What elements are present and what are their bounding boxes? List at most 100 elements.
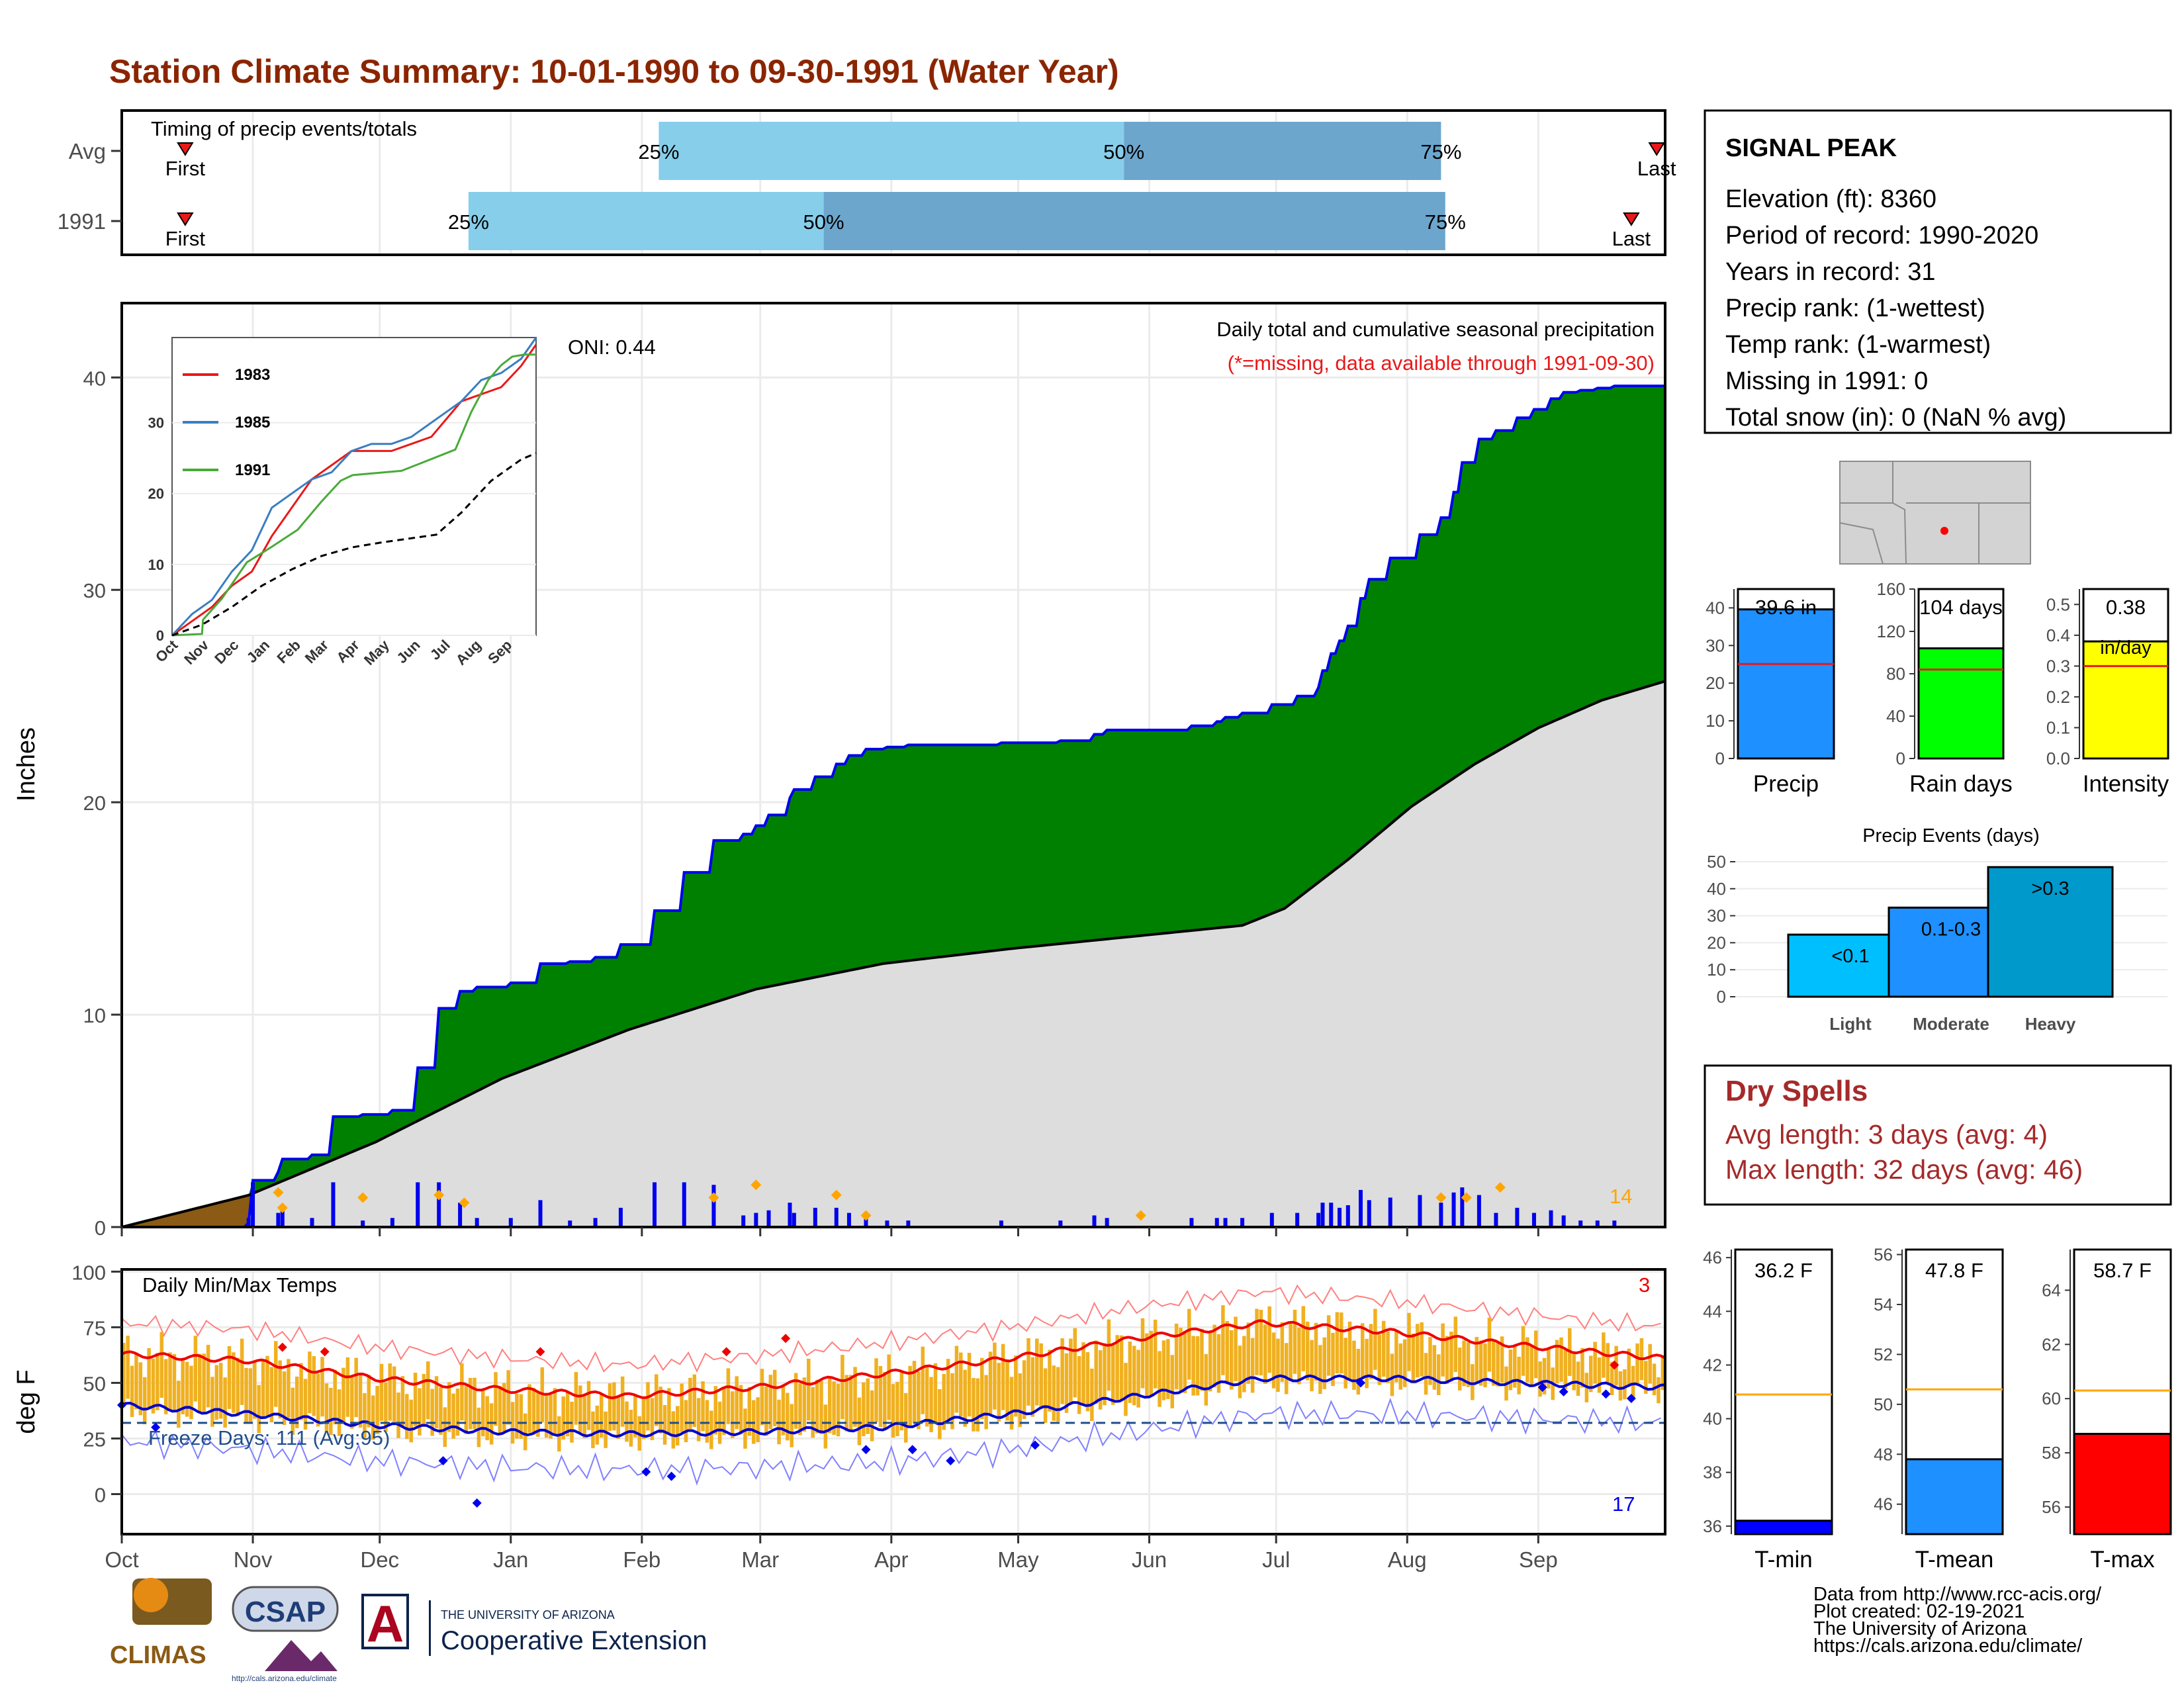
daily-temp-range <box>177 1381 181 1428</box>
station-line-missing: Missing in 1991: 0 <box>1725 367 1928 395</box>
daily-precip-bar <box>754 1212 758 1227</box>
daily-precip-bar <box>1269 1212 1274 1227</box>
daily-temp-range <box>1005 1361 1009 1421</box>
month-label-jul: Jul <box>1262 1547 1290 1572</box>
daily-precip-bar <box>711 1185 716 1227</box>
daily-temp-range <box>967 1353 972 1417</box>
stats-tick-label: 0.5 <box>2046 594 2070 614</box>
daily-temp-range <box>1398 1343 1402 1390</box>
daily-temp-range <box>324 1383 329 1433</box>
daily-temp-range <box>1170 1355 1174 1408</box>
daily-temp-range <box>312 1356 316 1416</box>
daily-temp-range <box>747 1387 752 1436</box>
daily-temp-range <box>895 1381 899 1436</box>
station-info-box: SIGNAL PEAK Elevation (ft): 8360 Period … <box>1704 109 2172 434</box>
temp-bar-tick-label: 62 <box>2042 1334 2061 1354</box>
station-line-temp-rank: Temp rank: (1-warmest) <box>1725 331 1991 359</box>
stats-value-label: 39.6 in <box>1755 596 1817 619</box>
daily-temp-range <box>878 1365 883 1428</box>
daily-temp-range <box>950 1373 954 1430</box>
temp-bar-tick-label: 38 <box>1703 1463 1722 1483</box>
daily-temp-range <box>629 1409 633 1447</box>
daily-temp-range <box>1492 1341 1496 1386</box>
daily-temp-range <box>811 1387 815 1438</box>
precip-events-chart: Precip Events (days) 0 10 20 30 40 50 <0.1 Ligh… <box>1707 825 2167 1034</box>
timing-row-0-p50_label: 50% <box>1103 140 1144 163</box>
daily-temp-range <box>1204 1353 1208 1406</box>
daily-temp-range <box>430 1389 434 1436</box>
daily-temp-range <box>1187 1308 1191 1380</box>
precip-areas <box>121 385 1666 1228</box>
daily-temp-range <box>582 1394 586 1439</box>
timing-row-1-p50_label: 50% <box>803 210 844 234</box>
daily-precip-bar <box>508 1218 513 1227</box>
temp-heading: Daily Min/Max Temps <box>142 1273 337 1297</box>
daily-temp-range <box>1652 1363 1657 1396</box>
daily-temp-range <box>1331 1332 1335 1387</box>
daily-temp-range <box>1453 1316 1458 1373</box>
daily-temp-range <box>261 1361 265 1419</box>
daily-temp-range <box>1512 1345 1517 1388</box>
stats-bar-precip <box>1737 608 1835 760</box>
heavy-precip-marker <box>433 1189 445 1201</box>
daily-temp-range <box>185 1361 189 1417</box>
record-low-marker <box>438 1456 448 1466</box>
daily-temp-range <box>1018 1373 1022 1428</box>
daily-temp-range <box>819 1381 823 1435</box>
footer-credits: Data from http://www.rcc-acis.org/ Plot … <box>1813 1584 2102 1657</box>
daily-temp-range <box>337 1389 341 1436</box>
inset-y-label: 20 <box>148 486 164 502</box>
daily-temp-range <box>278 1360 282 1419</box>
events-tick-label: 40 <box>1707 879 1726 899</box>
daily-precip-bar <box>1058 1220 1063 1227</box>
daily-temp-range <box>655 1374 659 1426</box>
daily-temp-range <box>350 1377 354 1429</box>
daily-temp-range <box>696 1398 701 1441</box>
month-label-sep: Sep <box>1519 1547 1558 1572</box>
daily-temp-range <box>413 1373 418 1426</box>
daily-precip-bar <box>792 1212 796 1227</box>
daily-temp-range <box>591 1411 595 1449</box>
ua-logo-university: THE UNIVERSITY OF ARIZONA <box>441 1608 615 1622</box>
climas-logo: CLIMAS <box>110 1578 212 1669</box>
month-label-mar: Mar <box>741 1547 779 1572</box>
timing-row-1-early-bar <box>468 192 824 250</box>
daily-temp-range <box>303 1379 308 1430</box>
daily-temp-range <box>341 1367 345 1424</box>
month-label-dec: Dec <box>360 1547 399 1572</box>
daily-temp-range <box>954 1346 959 1413</box>
daily-temp-range <box>1200 1328 1204 1391</box>
daily-temp-range <box>1394 1330 1398 1383</box>
heavy-precip-marker <box>1435 1192 1447 1203</box>
daily-temp-range <box>599 1394 604 1438</box>
daily-temp-range <box>172 1353 177 1412</box>
daily-temp-range <box>768 1375 773 1430</box>
daily-precip-bar <box>1320 1203 1325 1227</box>
daily-temp-range <box>439 1387 443 1435</box>
daily-temp-range <box>1326 1315 1331 1376</box>
daily-temp-range <box>422 1373 426 1427</box>
daily-temp-range <box>168 1352 172 1411</box>
daily-precip-bar <box>1092 1215 1097 1227</box>
daily-temp-range <box>1597 1357 1602 1393</box>
daily-temp-range <box>1014 1355 1018 1417</box>
record-low-marker <box>861 1445 871 1455</box>
daily-temp-range <box>1593 1342 1597 1384</box>
daily-temp-range <box>1572 1352 1576 1391</box>
stats-tick-label: 0.3 <box>2046 656 2070 676</box>
daily-temp-range <box>451 1393 455 1439</box>
daily-temp-range <box>159 1332 164 1398</box>
daily-temp-range <box>1475 1337 1479 1384</box>
record-low-marker <box>151 1422 161 1432</box>
daily-temp-range <box>1407 1312 1411 1371</box>
daily-temp-range <box>1627 1348 1631 1387</box>
timing-row-1-last-label: Last <box>1612 227 1651 250</box>
daily-temp-range <box>929 1377 933 1432</box>
temp-y-axis: 0 25 50 75 100 <box>71 1261 122 1506</box>
daily-precip-bar <box>1316 1212 1321 1227</box>
daily-temp-range <box>997 1363 1001 1422</box>
daily-temp-range <box>1483 1343 1487 1388</box>
daily-temp-range <box>527 1384 531 1433</box>
